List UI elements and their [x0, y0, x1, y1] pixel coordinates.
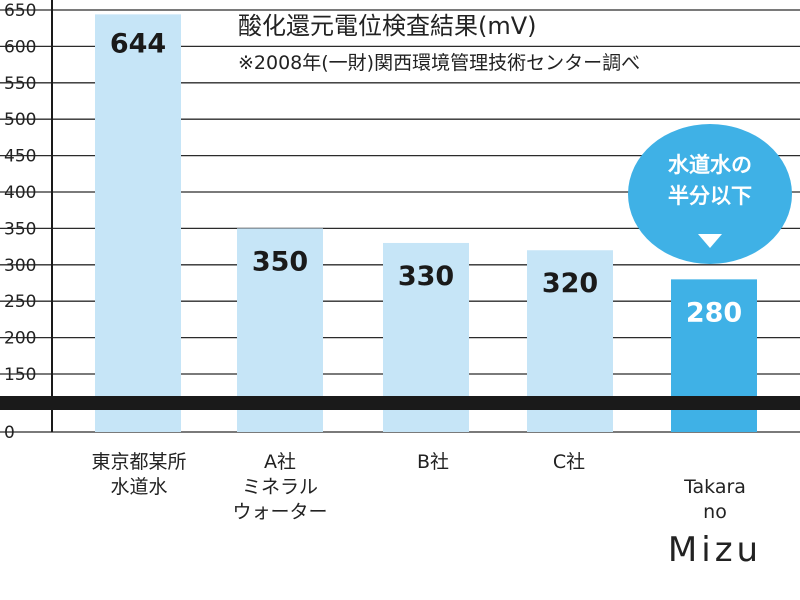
callout-badge: 水道水の 半分以下 — [628, 124, 792, 264]
value-label: 350 — [252, 246, 308, 277]
category-label-text: Takara no — [684, 476, 746, 523]
chart-subtitle: ※2008年(一財)関西環境管理技術センター調べ — [238, 52, 641, 74]
category-label: B社 — [416, 451, 450, 473]
y-tick-label: 0 — [4, 423, 15, 443]
category-label-highlight: Takara no Mizu — [640, 450, 790, 600]
category-label: A社 ミネラル ウォーター — [232, 451, 328, 523]
callout-text: 水道水の 半分以下 — [668, 153, 752, 208]
y-tick-label: 200 — [4, 329, 36, 349]
y-tick-label: 300 — [4, 256, 36, 276]
y-tick-label: 500 — [4, 110, 36, 130]
chart-title: 酸化還元電位検査結果(mV) — [238, 12, 537, 40]
y-tick-label: 350 — [4, 219, 36, 239]
category-label: C社 — [552, 451, 586, 473]
value-label: 330 — [398, 261, 454, 292]
axis-break-band — [0, 396, 800, 410]
chart-svg: 650 600 550 500 450 400 350 300 250 200 150 0 644 350… — [0, 0, 800, 443]
chart: 650 600 550 500 450 400 350 300 250 200 150 0 644 350… — [0, 0, 800, 570]
y-tick-label: 400 — [4, 183, 36, 203]
down-triangle-icon — [698, 234, 722, 248]
value-label: 280 — [686, 297, 742, 328]
y-tick-label: 650 — [4, 1, 36, 21]
y-tick-label: 450 — [4, 147, 36, 167]
bar — [95, 14, 181, 432]
value-label: 644 — [110, 28, 166, 59]
y-tick-label: 550 — [4, 74, 36, 94]
y-tick-label: 150 — [4, 365, 36, 385]
y-tick-label: 600 — [4, 37, 36, 57]
y-tick-label: 250 — [4, 292, 36, 312]
category-label: 東京都某所 水道水 — [91, 451, 187, 498]
value-label: 320 — [542, 268, 598, 299]
category-big-word: Mizu — [667, 530, 763, 570]
